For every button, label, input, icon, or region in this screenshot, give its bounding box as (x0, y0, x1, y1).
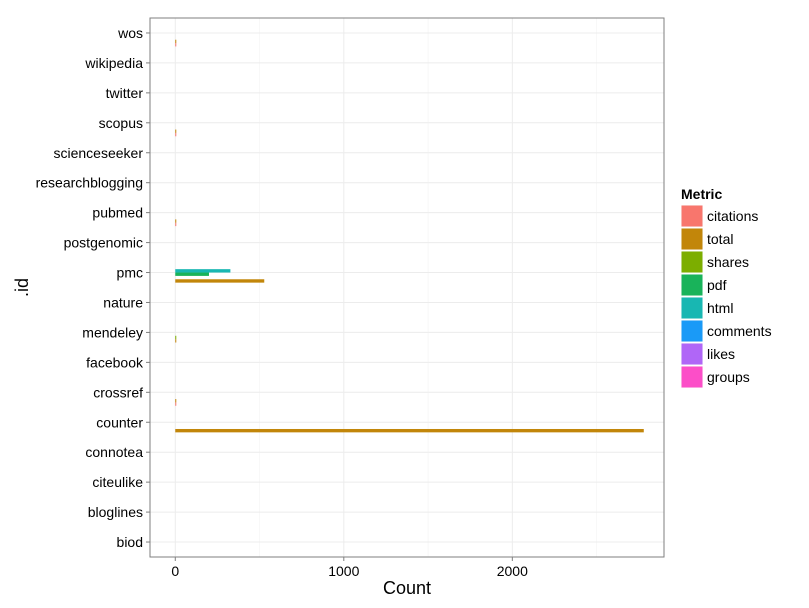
bar-mendeley-shares (175, 335, 177, 340)
y-tick-label-mendeley: mendeley (82, 324, 143, 340)
x-tick-label: 2000 (497, 563, 528, 579)
y-tick-label-crossref: crossref (93, 384, 143, 400)
bar-scopus-citations (175, 132, 177, 137)
legend-label-comments: comments (707, 323, 772, 339)
legend-swatch-groups (681, 366, 703, 388)
bar-pmc-html (175, 269, 231, 273)
legend-swatch-citations (681, 205, 703, 227)
x-tick-label: 1000 (328, 563, 359, 579)
legend-label-pdf: pdf (707, 277, 727, 293)
bars (175, 39, 644, 433)
y-tick-label-citeulike: citeulike (92, 474, 143, 490)
plot-panel-border (149, 17, 665, 558)
legend-label-groups: groups (707, 369, 750, 385)
y-tick-label-pmc: pmc (117, 265, 143, 281)
y-tick-label-wos: wos (117, 25, 143, 41)
y-axis-title: .id (12, 278, 32, 297)
legend-swatch-comments (681, 320, 703, 342)
y-tick-label-facebook: facebook (86, 354, 144, 370)
bar-crossref-total (175, 399, 177, 403)
y-tick-label-twitter: twitter (106, 85, 144, 101)
bar-mendeley-total (175, 339, 177, 343)
y-axis-ticks: biod bloglines citeulike connotea counter cro… (36, 25, 150, 550)
x-axis-title: Count (383, 578, 431, 598)
legend-title: Metric (681, 186, 722, 202)
y-tick-label-nature: nature (103, 294, 143, 310)
legend-swatch-total (681, 228, 703, 250)
legend-swatch-shares (681, 251, 703, 273)
legend-swatch-html (681, 297, 703, 319)
bar-counter-total (175, 428, 644, 433)
y-tick-label-scopus: scopus (99, 115, 143, 131)
y-tick-label-bloglines: bloglines (88, 504, 143, 520)
bar-pubmed-total (175, 219, 177, 223)
y-tick-label-counter: counter (96, 414, 143, 430)
y-tick-label-connotea: connotea (85, 444, 143, 460)
legend-label-html: html (707, 300, 733, 316)
y-tick-label-biod: biod (117, 534, 143, 550)
y-tick-label-researchblogging: researchblogging (36, 175, 143, 191)
x-axis-ticks: 0 1000 2000 (171, 557, 528, 579)
x-tick-label: 0 (171, 563, 179, 579)
y-tick-label-scienceseeker: scienceseeker (54, 145, 144, 161)
legend-label-citations: citations (707, 208, 758, 224)
bar-wos-total (175, 39, 177, 44)
legend: Metric citations total shares pdf html commen… (680, 186, 772, 389)
y-tick-label-pubmed: pubmed (92, 205, 143, 221)
y-tick-label-postgenomic: postgenomic (64, 235, 143, 251)
bar-scopus-total (175, 129, 177, 133)
bar-pubmed-citations (175, 222, 177, 227)
bar-wos-citations (175, 43, 177, 47)
legend-label-total: total (707, 231, 733, 247)
legend-swatch-pdf (681, 274, 703, 296)
gridlines (150, 18, 664, 557)
legend-label-likes: likes (707, 346, 735, 362)
bar-crossref-citations (175, 402, 177, 406)
y-tick-label-wikipedia: wikipedia (84, 55, 143, 71)
legend-swatch-likes (681, 343, 703, 365)
legend-label-shares: shares (707, 254, 749, 270)
bar-pmc-pdf (175, 272, 209, 276)
bar-pmc-total (175, 279, 265, 283)
